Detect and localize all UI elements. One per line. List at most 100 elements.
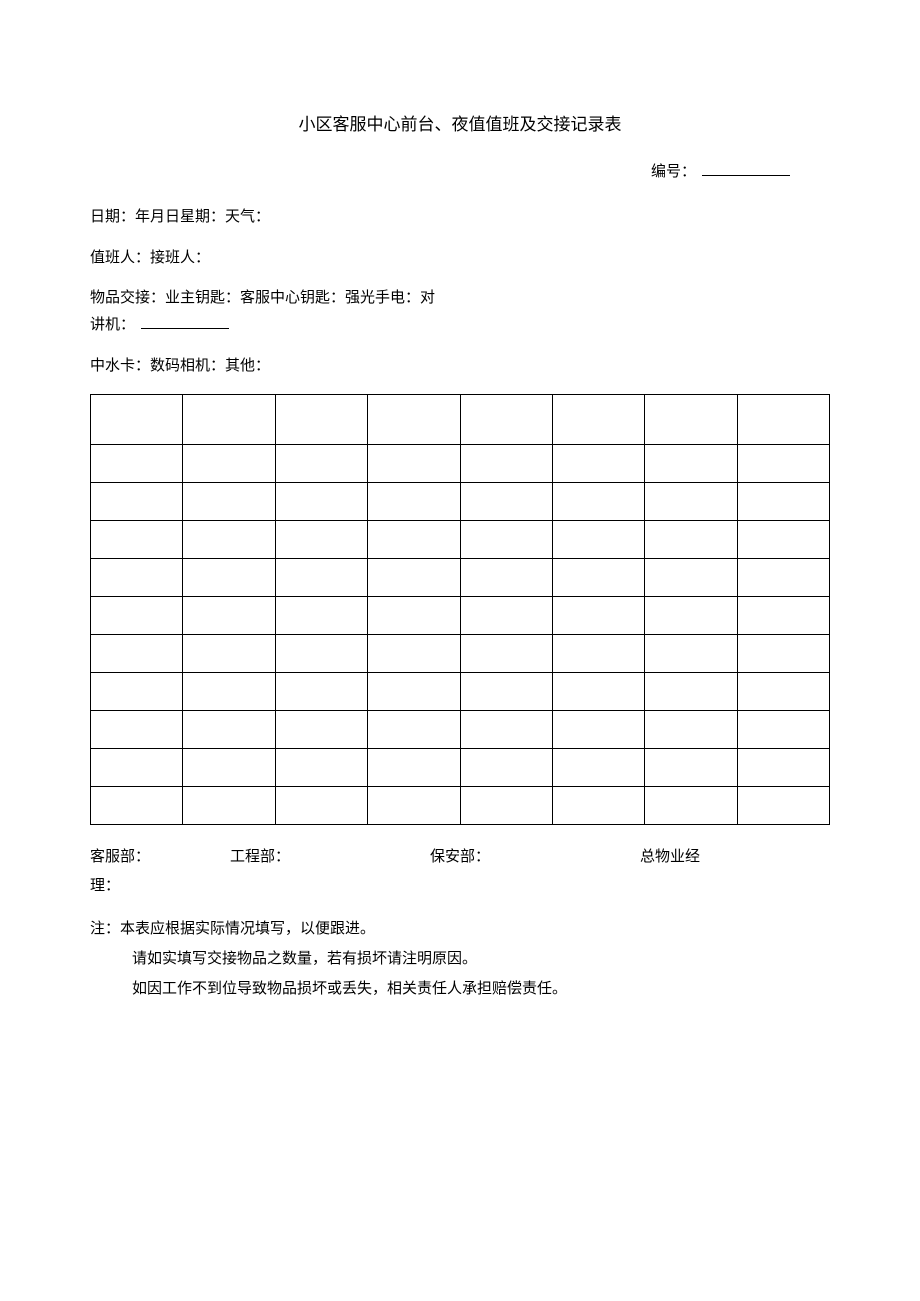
- table-cell[interactable]: [368, 786, 460, 824]
- radio-label: 讲机：: [90, 317, 135, 333]
- table-cell[interactable]: [183, 520, 275, 558]
- table-cell[interactable]: [460, 394, 552, 444]
- table-cell[interactable]: [552, 634, 644, 672]
- table-cell[interactable]: [552, 748, 644, 786]
- table-cell[interactable]: [275, 634, 367, 672]
- table-cell[interactable]: [91, 596, 183, 634]
- table-cell[interactable]: [737, 748, 829, 786]
- table-cell[interactable]: [552, 786, 644, 824]
- table-cell[interactable]: [183, 482, 275, 520]
- table-cell[interactable]: [368, 672, 460, 710]
- table-cell[interactable]: [460, 558, 552, 596]
- table-cell[interactable]: [275, 710, 367, 748]
- table-cell[interactable]: [368, 394, 460, 444]
- table-cell[interactable]: [737, 710, 829, 748]
- table-cell[interactable]: [552, 672, 644, 710]
- table-cell[interactable]: [183, 634, 275, 672]
- table-cell[interactable]: [552, 394, 644, 444]
- table-cell[interactable]: [737, 634, 829, 672]
- table-cell[interactable]: [552, 558, 644, 596]
- table-cell[interactable]: [737, 672, 829, 710]
- table-cell[interactable]: [645, 748, 737, 786]
- table-cell[interactable]: [460, 482, 552, 520]
- table-cell[interactable]: [460, 672, 552, 710]
- table-cell[interactable]: [368, 444, 460, 482]
- serial-label: 编号：: [651, 164, 696, 180]
- table-cell[interactable]: [368, 520, 460, 558]
- table-cell[interactable]: [91, 482, 183, 520]
- table-cell[interactable]: [368, 596, 460, 634]
- table-cell[interactable]: [645, 482, 737, 520]
- table-cell[interactable]: [737, 482, 829, 520]
- radio-blank[interactable]: [141, 312, 229, 329]
- table-cell[interactable]: [460, 786, 552, 824]
- table-cell[interactable]: [368, 634, 460, 672]
- table-cell[interactable]: [368, 710, 460, 748]
- table-cell[interactable]: [183, 672, 275, 710]
- table-cell[interactable]: [552, 520, 644, 558]
- table-cell[interactable]: [645, 558, 737, 596]
- table-cell[interactable]: [368, 558, 460, 596]
- table-cell[interactable]: [737, 444, 829, 482]
- serial-blank[interactable]: [702, 159, 790, 176]
- table-cell[interactable]: [91, 786, 183, 824]
- table-cell[interactable]: [368, 482, 460, 520]
- table-cell[interactable]: [91, 710, 183, 748]
- table-cell[interactable]: [275, 672, 367, 710]
- table-cell[interactable]: [183, 558, 275, 596]
- sign-engineering: 工程部：: [230, 843, 430, 872]
- table-cell[interactable]: [460, 710, 552, 748]
- table-cell[interactable]: [91, 748, 183, 786]
- table-cell[interactable]: [275, 558, 367, 596]
- table-cell[interactable]: [737, 558, 829, 596]
- date-line: 日期：年月日星期：天气：: [90, 204, 830, 231]
- table-cell[interactable]: [91, 672, 183, 710]
- table-cell[interactable]: [645, 672, 737, 710]
- table-cell[interactable]: [91, 444, 183, 482]
- table-cell[interactable]: [91, 634, 183, 672]
- table-cell[interactable]: [91, 558, 183, 596]
- table-cell[interactable]: [368, 748, 460, 786]
- table-cell[interactable]: [645, 634, 737, 672]
- table-cell[interactable]: [737, 786, 829, 824]
- table-cell[interactable]: [91, 394, 183, 444]
- table-cell[interactable]: [460, 748, 552, 786]
- table-cell[interactable]: [552, 596, 644, 634]
- sign-security: 保安部：: [430, 843, 640, 872]
- table-row: [91, 672, 830, 710]
- table-cell[interactable]: [460, 596, 552, 634]
- table-cell[interactable]: [645, 394, 737, 444]
- table-cell[interactable]: [275, 596, 367, 634]
- table-row: [91, 444, 830, 482]
- table-cell[interactable]: [737, 394, 829, 444]
- table-cell[interactable]: [552, 444, 644, 482]
- table-cell[interactable]: [645, 786, 737, 824]
- table-cell[interactable]: [460, 634, 552, 672]
- table-cell[interactable]: [275, 786, 367, 824]
- table-cell[interactable]: [91, 520, 183, 558]
- table-cell[interactable]: [645, 520, 737, 558]
- table-cell[interactable]: [275, 482, 367, 520]
- table-cell[interactable]: [275, 748, 367, 786]
- table-cell[interactable]: [275, 520, 367, 558]
- table-cell[interactable]: [737, 596, 829, 634]
- table-cell[interactable]: [737, 520, 829, 558]
- table-cell[interactable]: [645, 444, 737, 482]
- table-cell[interactable]: [183, 596, 275, 634]
- table-cell[interactable]: [460, 444, 552, 482]
- table-row: [91, 394, 830, 444]
- table-cell[interactable]: [275, 444, 367, 482]
- table-cell[interactable]: [183, 444, 275, 482]
- table-cell[interactable]: [552, 710, 644, 748]
- table-cell[interactable]: [183, 748, 275, 786]
- table-row: [91, 710, 830, 748]
- table-cell[interactable]: [275, 394, 367, 444]
- table-cell[interactable]: [460, 520, 552, 558]
- table-cell[interactable]: [183, 786, 275, 824]
- serial-number-row: 编号：: [90, 159, 830, 186]
- table-cell[interactable]: [645, 710, 737, 748]
- table-cell[interactable]: [552, 482, 644, 520]
- table-cell[interactable]: [183, 710, 275, 748]
- table-cell[interactable]: [645, 596, 737, 634]
- table-cell[interactable]: [183, 394, 275, 444]
